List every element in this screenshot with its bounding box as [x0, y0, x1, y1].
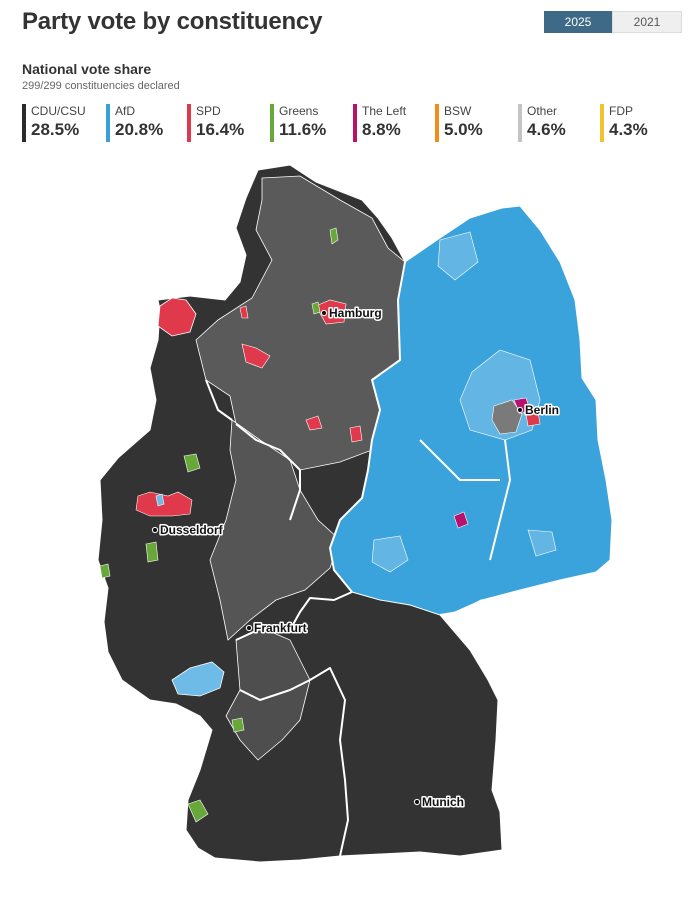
greens-freiburg: [187, 799, 209, 823]
greens-hamburg: [311, 301, 321, 315]
vote-share-title: National vote share: [22, 61, 152, 77]
greens-kiel: [329, 227, 339, 245]
legend-swatch: [353, 104, 357, 142]
city-label: Dusseldorf: [160, 523, 224, 537]
legend-party-name: The Left: [362, 104, 407, 118]
legend-party-name: FDP: [609, 104, 633, 118]
spd-hamburg: [315, 299, 347, 325]
legend-swatch: [270, 104, 274, 142]
state-borders: [205, 261, 511, 857]
legend-party-share: 11.6%: [279, 120, 327, 139]
year-toggle-2021[interactable]: 2021: [612, 11, 682, 33]
legend-party-name: CDU/CSU: [31, 104, 86, 118]
greens-cologne: [145, 541, 159, 563]
legend-item-afd: AfD 20.8%: [106, 104, 163, 144]
city-label: Munich: [422, 795, 464, 809]
greens-aachen: [99, 563, 111, 579]
left-leipzig: [453, 511, 469, 529]
legend-swatch: [187, 104, 191, 142]
cdu-mid-south: [225, 627, 311, 761]
city-label: Frankfurt: [254, 621, 307, 635]
berlin-region: [491, 399, 523, 435]
greens-muenster: [183, 453, 201, 473]
city-munich: Munich: [413, 794, 466, 811]
spd-berlin: [525, 411, 541, 427]
legend-item-fdp: FDP 4.3%: [600, 104, 648, 144]
cdu-mid-center: [209, 419, 341, 641]
legend-item-other: Other 4.6%: [518, 104, 566, 144]
page-title: Party vote by constituency: [22, 8, 323, 35]
city-hamburg: Hamburg: [320, 305, 383, 322]
city-frankfurt: Frankfurt: [245, 620, 308, 637]
spd-small-north: [239, 305, 249, 319]
legend-party-share: 4.3%: [609, 120, 648, 139]
legend-party-share: 16.4%: [196, 120, 245, 139]
legend-swatch: [22, 104, 26, 142]
legend-item-bsw: BSW 5.0%: [435, 104, 483, 144]
afd-light-4: [527, 529, 557, 557]
greens-karlsruhe: [231, 717, 245, 733]
spd-northwest: [157, 297, 197, 337]
constituencies-declared: 299/299 constituencies declared: [22, 80, 180, 92]
legend-item-greens: Greens 11.6%: [270, 104, 326, 144]
afd-small-west: [155, 493, 165, 507]
spd-brunswick: [349, 425, 363, 443]
spd-bremen: [241, 343, 271, 369]
year-toggle[interactable]: 2025 2021: [544, 11, 682, 33]
legend-item-cdu-csu: CDU/CSU 28.5%: [22, 104, 86, 144]
afd-light-2: [437, 231, 479, 281]
city-label: Berlin: [525, 403, 559, 417]
legend-party-share: 5.0%: [444, 120, 483, 139]
legend-party-name: BSW: [444, 104, 472, 118]
city-label: Hamburg: [329, 306, 382, 320]
legend-swatch: [435, 104, 439, 142]
city-berlin: Berlin: [516, 402, 561, 419]
legend-party-share: 8.8%: [362, 120, 401, 139]
constituency-map[interactable]: Hamburg Berlin Dusseldorf Frankfurt Muni…: [0, 160, 696, 898]
legend-party-share: 4.6%: [527, 120, 566, 139]
year-toggle-2025[interactable]: 2025: [544, 11, 612, 33]
legend-party-share: 28.5%: [31, 120, 80, 139]
city-dusseldorf: Dusseldorf: [151, 522, 225, 539]
afd-ludwigshafen: [171, 661, 225, 697]
legend-item-spd: SPD 16.4%: [187, 104, 244, 144]
legend-swatch: [106, 104, 110, 142]
spd-hanover: [305, 415, 323, 431]
legend-party-share: 20.8%: [115, 120, 164, 139]
legend-party-name: SPD: [196, 104, 221, 118]
legend-party-name: Greens: [279, 104, 319, 118]
legend-party-name: AfD: [115, 104, 136, 118]
legend-party-name: Other: [527, 104, 558, 118]
legend-swatch: [600, 104, 604, 142]
afd-light-3: [371, 535, 409, 573]
legend-item-the-left: The Left 8.8%: [353, 104, 406, 144]
legend-swatch: [518, 104, 522, 142]
